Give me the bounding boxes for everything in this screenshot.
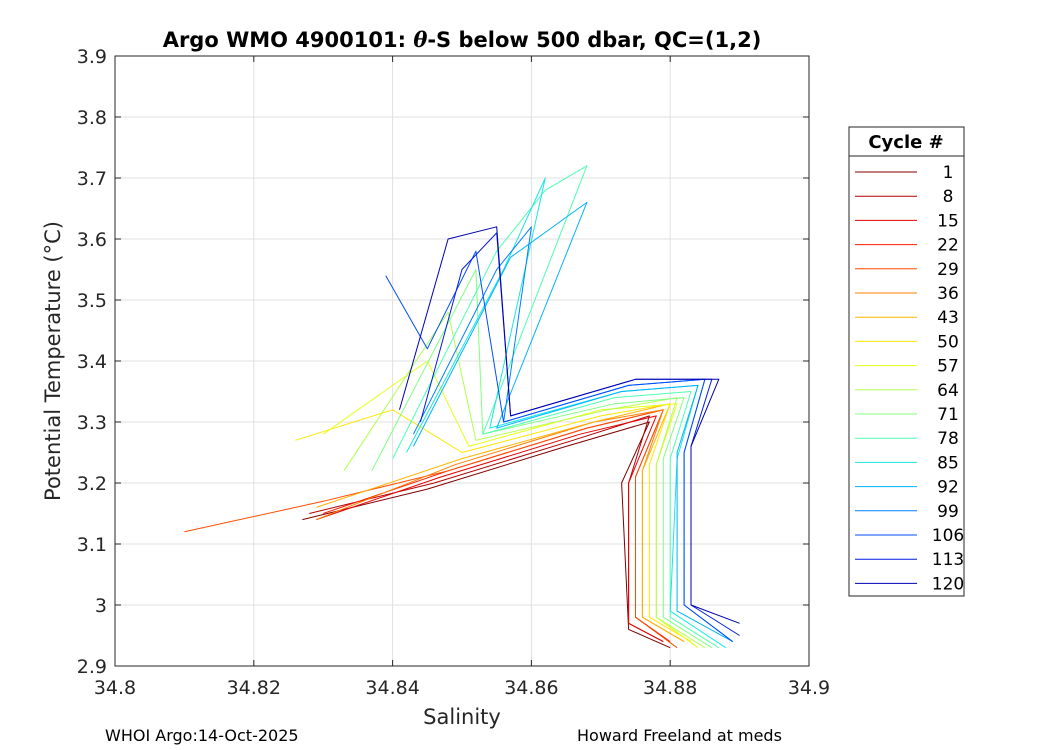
- y-tick-label: 3.7: [77, 168, 107, 190]
- legend-label-99: 99: [937, 502, 959, 522]
- footer-right: Howard Freeland at meds: [577, 726, 782, 745]
- y-tick-label: 3.2: [77, 473, 107, 495]
- chart-title-theta: θ: [413, 27, 427, 52]
- x-axis-label: Salinity: [423, 705, 501, 729]
- y-tick-label: 3.9: [77, 46, 107, 68]
- y-axis-label: Potential Temperature (°C): [41, 221, 65, 501]
- legend-label-15: 15: [937, 211, 959, 231]
- x-tick-label: 34.82: [227, 677, 281, 699]
- x-axis: 34.8 34.82 34.84 34.86 34.88 34.9: [94, 56, 830, 699]
- legend-label-71: 71: [937, 405, 959, 425]
- x-tick-label: 34.9: [788, 677, 830, 699]
- y-tick-label: 3: [95, 595, 107, 617]
- series-line-106: [385, 250, 734, 642]
- chart-title-part-a: Argo WMO 4900101:: [163, 28, 414, 52]
- series-line-1: [302, 421, 671, 649]
- series-line-120: [399, 226, 740, 624]
- series-line-15: [316, 415, 664, 643]
- legend-label-64: 64: [937, 381, 959, 401]
- y-tick-label: 3.8: [77, 107, 107, 129]
- legend-entries: 1 8 15 22 29 36 43 50 57 64 71 78 85 92 99 106 113 120: [855, 163, 964, 594]
- legend-label-50: 50: [937, 332, 959, 352]
- x-tick-label: 34.84: [365, 677, 419, 699]
- legend-label-92: 92: [937, 478, 959, 498]
- grid: [114, 55, 810, 667]
- legend-label-120: 120: [932, 574, 964, 594]
- legend-label-78: 78: [937, 429, 959, 449]
- footer-left: WHOI Argo:14-Oct-2025: [105, 726, 299, 745]
- y-tick-label: 3.6: [77, 229, 107, 251]
- legend: Cycle # 18152229364350576471788592991061…: [848, 126, 965, 597]
- chart-title: Argo WMO 4900101: θ-S below 500 dbar, QC…: [163, 27, 762, 52]
- series-line-64: [343, 311, 706, 649]
- legend-box: [848, 126, 965, 597]
- legend-label-106: 106: [932, 526, 964, 546]
- legend-label-1: 1: [943, 163, 954, 183]
- y-tick-label: 2.9: [77, 656, 107, 678]
- legend-label-36: 36: [937, 284, 959, 304]
- series-line-92: [412, 201, 733, 643]
- legend-label-29: 29: [937, 260, 959, 280]
- legend-label-57: 57: [937, 357, 959, 377]
- legend-label-43: 43: [937, 308, 959, 328]
- legend-title: Cycle #: [868, 132, 943, 153]
- x-tick-label: 34.88: [643, 677, 697, 699]
- y-tick-label: 3.4: [77, 351, 107, 373]
- y-tick-label: 3.3: [77, 412, 107, 434]
- y-tick-label: 3.1: [77, 534, 107, 556]
- legend-label-85: 85: [937, 453, 959, 473]
- legend-label-113: 113: [932, 550, 964, 570]
- series-line-78: [392, 165, 720, 649]
- legend-label-8: 8: [943, 187, 954, 207]
- chart-title-part-b: -S below 500 dbar, QC=(1,2): [427, 28, 761, 52]
- y-tick-label: 3.5: [77, 290, 107, 312]
- x-tick-label: 34.8: [94, 677, 136, 699]
- series-line-50: [295, 403, 692, 643]
- series-group: [184, 165, 740, 649]
- series-line-29: [184, 409, 678, 649]
- x-tick-label: 34.86: [504, 677, 558, 699]
- legend-label-22: 22: [937, 236, 959, 256]
- series-line-71: [371, 269, 713, 649]
- y-axis: 2.9 3 3.1 3.2 3.3 3.4 3.5 3.6 3.7 3.8 3.9: [77, 46, 809, 678]
